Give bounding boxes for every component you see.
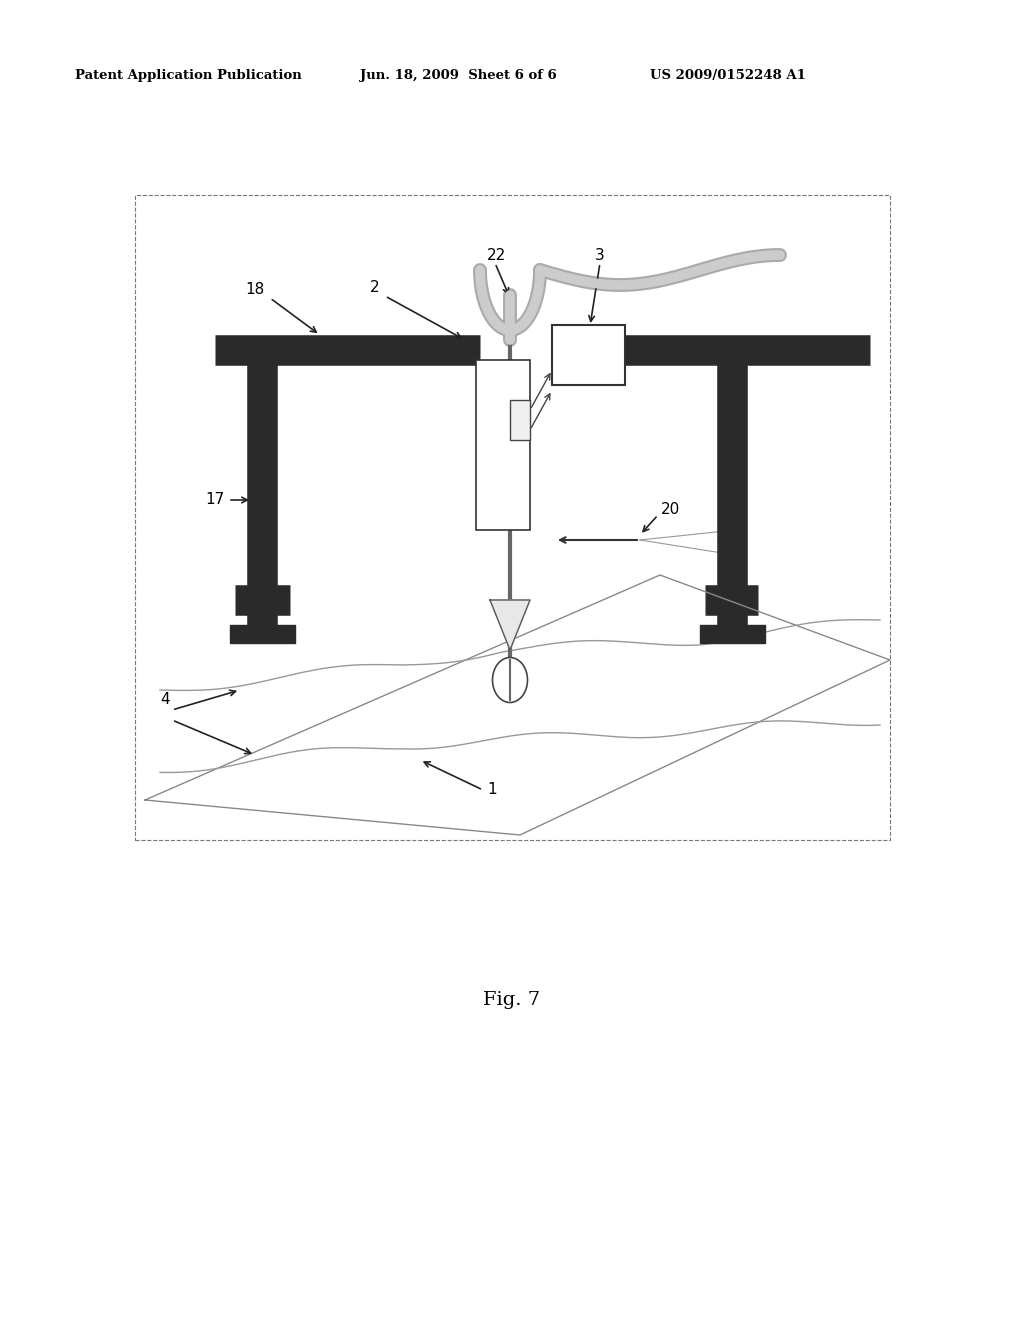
Text: 3: 3 [595,248,605,263]
Text: 2: 2 [371,281,380,296]
Bar [230,624,295,643]
Text: 4: 4 [160,693,170,708]
Text: 17: 17 [206,492,224,507]
Polygon shape [145,576,890,836]
Polygon shape [490,601,530,649]
Text: US 2009/0152248 A1: US 2009/0152248 A1 [650,69,806,82]
Bar [700,624,765,643]
Text: 1: 1 [487,783,497,797]
Text: Patent Application Publication: Patent Application Publication [75,69,302,82]
Bar [135,195,890,840]
Text: 22: 22 [487,248,507,263]
Text: 20: 20 [660,503,680,517]
Ellipse shape [493,657,527,702]
Text: Jun. 18, 2009  Sheet 6 of 6: Jun. 18, 2009 Sheet 6 of 6 [360,69,557,82]
Text: Fig. 7: Fig. 7 [483,991,541,1008]
Bar [476,360,530,531]
Bar [510,400,530,440]
Bar [552,325,625,385]
Text: 18: 18 [246,282,264,297]
